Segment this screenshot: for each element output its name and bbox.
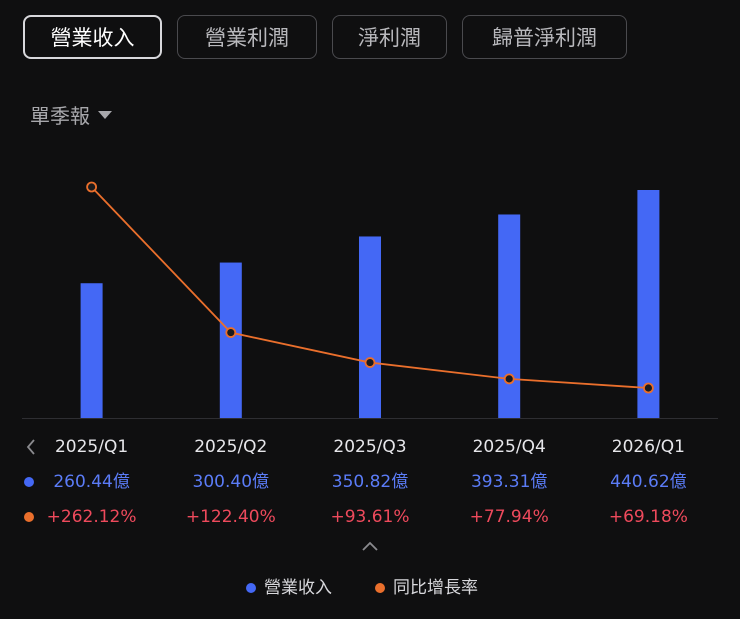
category-label: 2025/Q4 xyxy=(473,437,546,457)
period-dropdown[interactable]: 單季報 xyxy=(30,100,112,129)
value-label: 440.62億 xyxy=(610,472,686,492)
line-point xyxy=(225,327,237,338)
bar xyxy=(498,214,521,418)
tab[interactable]: 營業收入 xyxy=(23,15,162,59)
line-point xyxy=(364,357,376,368)
bar xyxy=(219,262,242,418)
legend-label: 同比增長率 xyxy=(393,578,478,598)
line-point xyxy=(643,382,654,394)
value-label: +93.61% xyxy=(330,507,409,527)
tab[interactable]: 歸普淨利潤 xyxy=(462,15,627,59)
row-dot xyxy=(24,512,34,522)
value-label: 350.82億 xyxy=(332,472,408,492)
value-label: +262.12% xyxy=(47,507,137,527)
value-label: +77.94% xyxy=(470,507,549,527)
category-label: 2026/Q1 xyxy=(612,437,685,457)
value-label: 260.44億 xyxy=(53,472,129,492)
collapse-arrow[interactable] xyxy=(362,541,378,551)
tab[interactable]: 營業利潤 xyxy=(177,15,317,59)
legend-dot xyxy=(246,583,256,593)
bar xyxy=(359,236,381,418)
value-label: 393.31億 xyxy=(471,472,547,492)
value-label: 300.40億 xyxy=(193,472,269,492)
row-dot xyxy=(24,477,34,487)
line-point xyxy=(86,181,97,193)
category-label: 2025/Q2 xyxy=(194,437,267,457)
legend-dot xyxy=(375,583,385,593)
line-point xyxy=(503,373,515,385)
value-label: +69.18% xyxy=(609,507,688,527)
prev-arrow[interactable] xyxy=(26,439,35,455)
category-label: 2025/Q3 xyxy=(333,437,406,457)
dropdown-arrow xyxy=(98,110,112,119)
bar xyxy=(80,283,103,418)
tab[interactable]: 淨利潤 xyxy=(332,15,447,59)
value-label: +122.40% xyxy=(186,507,276,527)
legend-label: 營業收入 xyxy=(264,578,332,598)
period-label: 單季報 xyxy=(30,104,90,128)
category-label: 2025/Q1 xyxy=(55,437,128,457)
bar xyxy=(637,190,660,418)
